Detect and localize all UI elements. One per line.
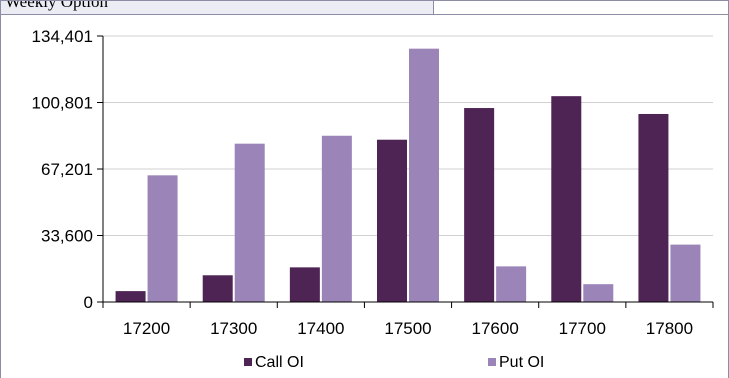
bar-call-oi: [464, 108, 495, 302]
x-tick-label: 17800: [646, 319, 693, 338]
bar-call-oi: [551, 96, 582, 302]
bar-call-oi: [377, 139, 407, 302]
bar-call-oi: [115, 291, 146, 302]
bar-put-oi: [321, 135, 352, 302]
bar-put-oi: [234, 143, 265, 302]
bar-put-oi: [147, 175, 178, 302]
y-tick-label: 134,401: [32, 27, 93, 46]
bar-call-oi: [638, 113, 669, 303]
x-tick-label: 17500: [384, 319, 431, 338]
bar-call-oi: [202, 275, 233, 302]
bar-call-oi: [289, 267, 320, 302]
x-tick-label: 17400: [297, 319, 344, 338]
x-tick-label: 17700: [559, 319, 606, 338]
bar-put-oi: [670, 244, 701, 302]
x-tick-label: 17300: [210, 319, 257, 338]
header-title-cell: Weekly Option: [0, 0, 434, 15]
legend-label: Put OI: [499, 354, 544, 371]
bar-put-oi: [496, 266, 527, 302]
y-tick-label: 33,600: [41, 227, 93, 246]
header-title: Weekly Option: [5, 0, 108, 11]
x-tick-label: 17200: [123, 319, 170, 338]
legend-swatch: [244, 358, 252, 366]
y-tick-label: 100,801: [32, 93, 93, 112]
y-tick-label: 0: [84, 293, 93, 312]
bar-put-oi: [583, 284, 614, 302]
legend-swatch: [488, 358, 496, 366]
y-tick-label: 67,201: [41, 160, 93, 179]
bar-put-oi: [409, 48, 439, 303]
legend-label: Call OI: [255, 354, 304, 371]
x-tick-label: 17600: [472, 319, 519, 338]
